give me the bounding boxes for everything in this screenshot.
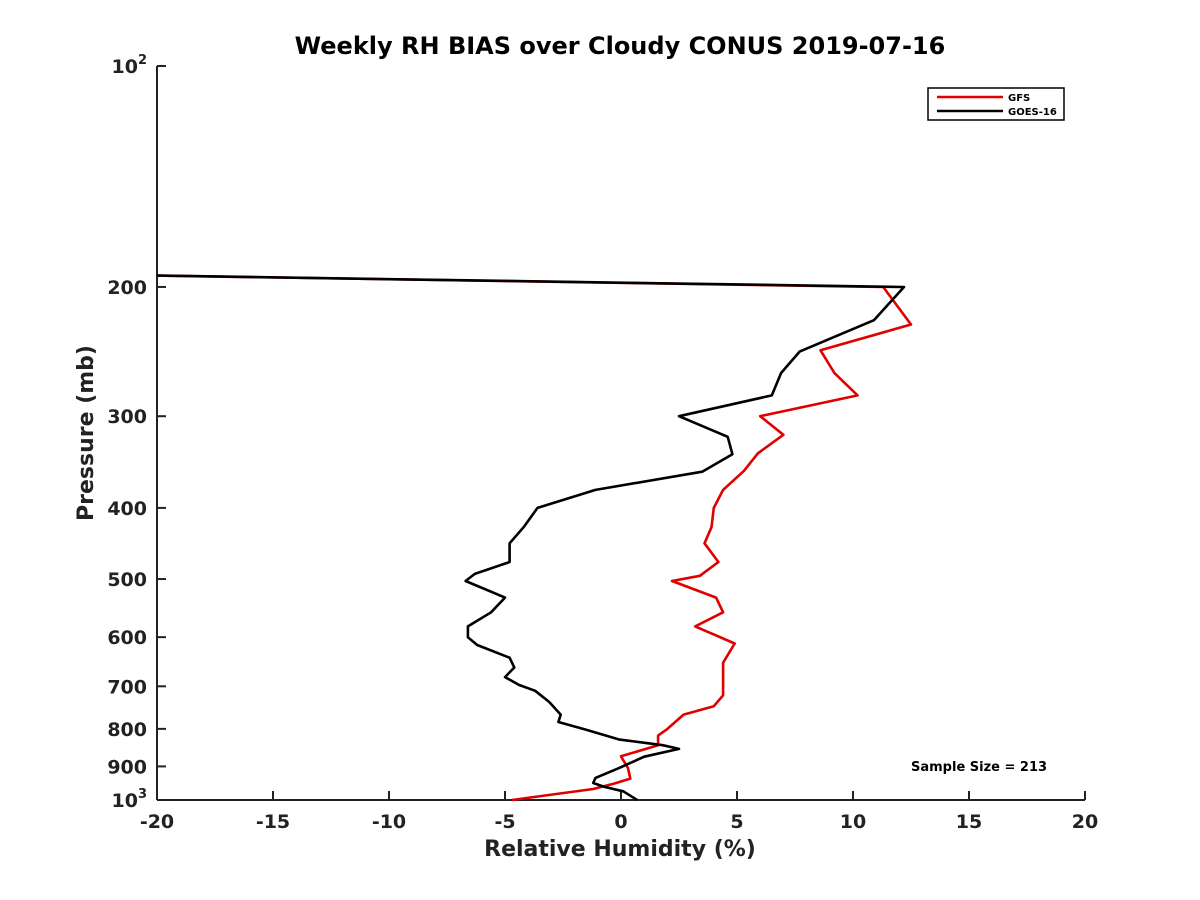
series-lines xyxy=(156,274,913,802)
y-tick-label: 400 xyxy=(107,498,147,520)
y-tick-label: 102 xyxy=(112,53,148,78)
y-tick-label: 700 xyxy=(107,676,147,698)
y-ticks: 102 200 300 400 500 600 700 800 900 103 xyxy=(107,53,166,812)
y-tick-label: 600 xyxy=(107,627,147,649)
y-axis-label: Pressure (mb) xyxy=(74,345,99,521)
y-tick-label: 300 xyxy=(107,406,147,428)
series-line-goes16 xyxy=(156,274,906,802)
y-tick-label: 800 xyxy=(107,719,147,741)
legend: GFS GOES-16 xyxy=(927,87,1065,121)
x-ticks: -20 -15 -10 -5 0 5 10 15 20 xyxy=(140,791,1098,833)
x-tick-label: -20 xyxy=(140,811,174,833)
legend-label-gfs: GFS xyxy=(1008,93,1030,104)
x-tick-label: -5 xyxy=(494,811,515,833)
legend-box xyxy=(927,87,1065,121)
x-tick-label: -15 xyxy=(256,811,290,833)
sample-size-annotation: Sample Size = 213 xyxy=(911,760,1047,775)
y-tick-label: 500 xyxy=(107,569,147,591)
y-tick-label: 103 xyxy=(112,787,148,812)
x-tick-label: 0 xyxy=(614,811,627,833)
series-line-gfs xyxy=(156,274,913,802)
y-tick-label: 900 xyxy=(107,756,147,778)
x-tick-label: 20 xyxy=(1072,811,1098,833)
x-tick-label: -10 xyxy=(372,811,406,833)
legend-label-goes16: GOES-16 xyxy=(1008,107,1057,118)
chart-title: Weekly RH BIAS over Cloudy CONUS 2019-07… xyxy=(295,32,946,60)
x-axis-label: Relative Humidity (%) xyxy=(484,837,756,862)
y-tick-label: 200 xyxy=(107,277,147,299)
x-tick-label: 15 xyxy=(956,811,982,833)
plot-area: -20 -15 -10 -5 0 5 10 15 20 102 200 300 400 500 600 70… xyxy=(107,53,1098,833)
x-tick-label: 5 xyxy=(730,811,743,833)
x-tick-label: 10 xyxy=(840,811,866,833)
